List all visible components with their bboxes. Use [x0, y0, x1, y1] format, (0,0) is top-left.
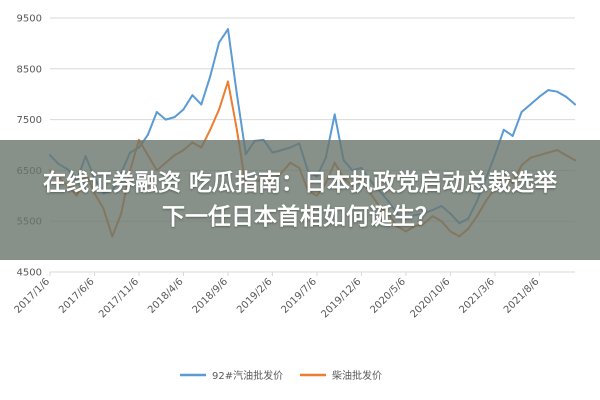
y-tick-label: 8500: [17, 64, 42, 75]
x-tick-label: 2019/2/6: [235, 276, 275, 316]
x-tick-label: 2021/8/6: [502, 276, 542, 316]
data-point: [173, 116, 176, 119]
data-point: [520, 110, 523, 113]
data-point: [218, 41, 221, 44]
y-tick-label: 7500: [17, 115, 42, 126]
data-point: [155, 110, 158, 113]
data-point: [226, 28, 229, 31]
data-point: [502, 128, 505, 131]
x-tick-label: 2020/5/6: [369, 276, 409, 316]
x-tick-label: 2020/10/6: [409, 276, 453, 320]
y-tick-label: 9500: [17, 14, 42, 25]
legend-label: 92#汽油批发价: [212, 369, 283, 382]
headline-overlay: 在线证券融资 吃瓜指南：日本执政党启动总裁选举 下一任日本首相如何诞生？: [0, 140, 600, 260]
data-point: [218, 108, 221, 111]
x-tick-label: 2017/6/6: [57, 276, 97, 316]
x-tick-label: 2018/9/6: [191, 276, 231, 316]
x-tick-label: 2017/11/6: [97, 276, 141, 320]
data-point: [164, 118, 167, 121]
legend: 92#汽油批发价 柴油批发价: [180, 369, 382, 382]
data-point: [529, 103, 532, 106]
data-point: [226, 80, 229, 83]
data-point: [235, 93, 238, 96]
data-point: [556, 90, 559, 93]
x-axis-ticks: 2017/1/6 2017/6/6 2017/11/6 2018/4/6 2018/9/…: [13, 272, 542, 320]
data-point: [574, 103, 576, 106]
x-tick-label: 2019/7/6: [280, 276, 320, 316]
x-tick-label: 2018/4/6: [146, 276, 186, 316]
x-tick-label: 2021/3/6: [457, 276, 497, 316]
data-point: [209, 128, 212, 131]
data-point: [182, 108, 185, 111]
data-point: [565, 95, 568, 98]
x-tick-label: 2017/1/6: [13, 276, 53, 316]
data-point: [511, 134, 514, 137]
x-tick-label: 2019/12/6: [320, 276, 364, 320]
legend-label: 柴油批发价: [332, 369, 382, 382]
data-point: [235, 128, 238, 131]
data-point: [200, 103, 203, 106]
headline-line-2: 下一任日本首相如何诞生？: [162, 204, 438, 230]
y-tick-label: 4500: [17, 268, 42, 279]
data-point: [547, 89, 550, 92]
data-point: [538, 95, 541, 98]
data-point: [209, 75, 212, 78]
data-point: [191, 94, 194, 97]
headline-line-1: 在线证券融资 吃瓜指南：日本执政党启动总裁选举: [42, 170, 557, 196]
data-point: [333, 113, 336, 116]
data-point: [146, 133, 149, 136]
